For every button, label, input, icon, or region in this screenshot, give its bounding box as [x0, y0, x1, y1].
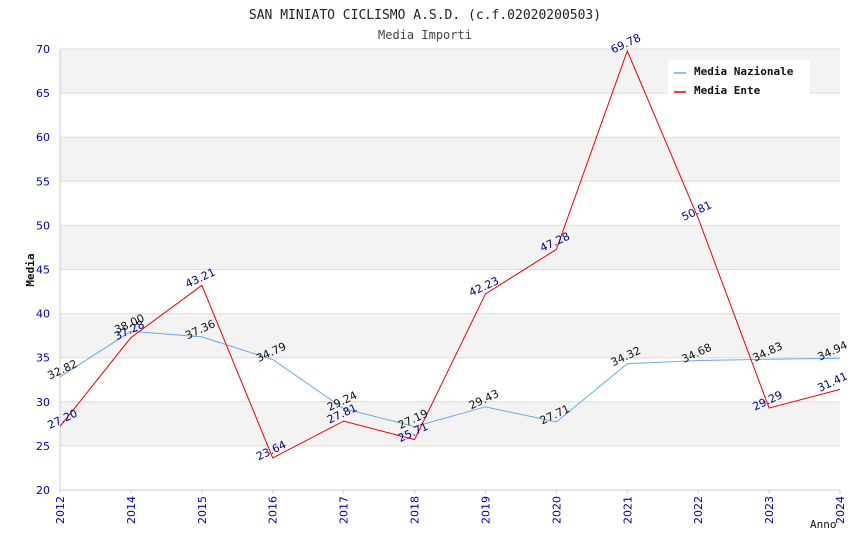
x-tick-label: 2023	[763, 496, 776, 524]
x-tick-label: 2018	[409, 496, 422, 524]
background-bands	[60, 49, 840, 446]
x-tick-label: 2016	[267, 496, 280, 524]
series-lines	[59, 49, 841, 459]
y-tick-label: 45	[36, 264, 50, 277]
x-tick-label: 2019	[479, 496, 492, 524]
x-tick-label: 2020	[550, 496, 563, 524]
y-tick-label: 20	[36, 484, 50, 497]
y-tick-label: 35	[36, 352, 50, 365]
y-tick-label: 25	[36, 440, 50, 453]
grid-band	[60, 401, 840, 446]
y-tick-label: 60	[36, 131, 50, 144]
y-axis-ticks: 20 25 30 35 40 45 50 55 60 65 70	[36, 43, 50, 497]
y-axis-label: Media	[24, 253, 37, 286]
y-tick-label: 50	[36, 219, 50, 232]
x-tick-label: 2021	[621, 496, 634, 524]
y-tick-label: 65	[36, 87, 50, 100]
grid-band	[60, 225, 840, 270]
y-tick-label: 55	[36, 175, 50, 188]
x-tick-label: 2022	[692, 496, 705, 524]
legend-label-ente: Media Ente	[694, 84, 761, 97]
x-tick-label: 2015	[196, 496, 209, 524]
data-label-ente: 42.23	[467, 274, 501, 299]
chart-title: SAN MINIATO CICLISMO A.S.D. (c.f.0202020…	[249, 8, 601, 23]
series-line-ente	[59, 49, 841, 459]
legend-label-nazionale: Media Nazionale	[694, 65, 794, 78]
legend-box	[668, 60, 810, 98]
grid-band	[60, 137, 840, 182]
legend: Media Nazionale Media Ente	[668, 60, 810, 98]
x-tick-label: 2017	[338, 496, 351, 524]
x-axis-label: Anno	[810, 518, 837, 531]
y-tick-label: 70	[36, 43, 50, 56]
chart-subtitle: Media Importi	[378, 28, 472, 42]
x-tick-label: 2012	[54, 496, 67, 524]
y-tick-label: 40	[36, 308, 50, 321]
data-label-ente: 50.81	[680, 199, 714, 224]
grid-band	[60, 313, 840, 358]
x-tick-label: 2024	[834, 496, 847, 524]
axes	[59, 49, 840, 491]
series-line-nazionale	[59, 330, 841, 428]
x-tick-label: 2014	[125, 496, 138, 524]
y-tick-label: 30	[36, 396, 50, 409]
x-axis-ticks: 2012 2014 2015 2016 2017 2018 2019 2020 2021 2022…	[54, 490, 847, 524]
data-label-nazionale: 32.82	[45, 357, 79, 382]
